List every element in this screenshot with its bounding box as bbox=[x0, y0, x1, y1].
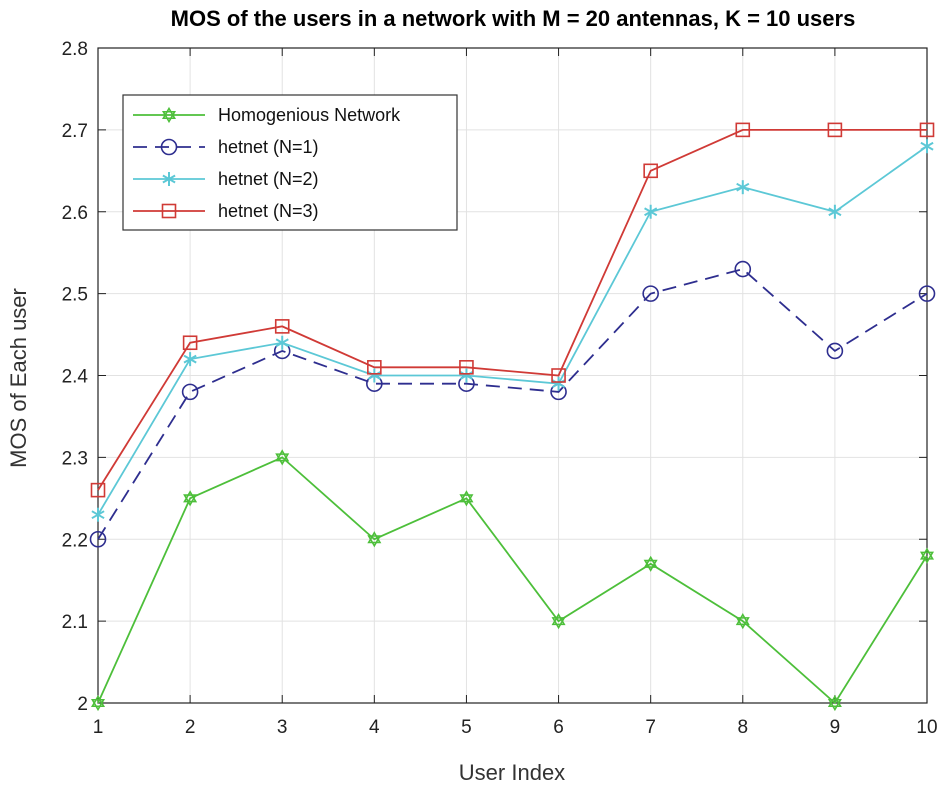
data-point bbox=[161, 106, 177, 124]
chart-title: MOS of the users in a network with M = 2… bbox=[171, 6, 856, 31]
y-tick-label: 2.4 bbox=[62, 367, 89, 388]
data-point bbox=[920, 139, 934, 154]
data-point bbox=[735, 613, 750, 630]
y-tick-label: 2.3 bbox=[62, 448, 88, 469]
series-2 bbox=[89, 260, 936, 548]
data-point bbox=[90, 694, 106, 712]
series-4 bbox=[90, 122, 935, 498]
data-point bbox=[90, 482, 106, 498]
data-point bbox=[161, 203, 177, 219]
y-tick-label: 2.1 bbox=[62, 612, 88, 633]
data-point bbox=[89, 530, 107, 548]
data-point bbox=[275, 335, 289, 350]
series-1 bbox=[90, 449, 935, 712]
legend-item: hetnet (N=3) bbox=[133, 201, 319, 221]
series-line bbox=[97, 128, 927, 491]
data-point bbox=[367, 360, 382, 375]
x-tick-label: 10 bbox=[916, 717, 937, 738]
y-tick-label: 2.5 bbox=[62, 285, 88, 306]
y-tick-label: 2.2 bbox=[62, 530, 88, 551]
x-tick-label: 3 bbox=[277, 717, 288, 738]
data-point bbox=[919, 122, 935, 138]
x-tick-label: 8 bbox=[737, 717, 748, 738]
data-point bbox=[642, 285, 659, 302]
legend-item: hetnet (N=1) bbox=[133, 137, 319, 157]
legend-item: hetnet (N=2) bbox=[133, 169, 319, 189]
series-line bbox=[97, 456, 928, 705]
series-line bbox=[97, 145, 928, 516]
legend: Homogenious Network hetnet (N=1) hetnet (N… bbox=[122, 94, 458, 231]
data-point bbox=[181, 383, 199, 401]
data-point bbox=[162, 172, 176, 186]
data-point bbox=[551, 368, 566, 383]
data-point bbox=[918, 285, 936, 302]
series bbox=[89, 122, 936, 712]
data-point bbox=[459, 360, 474, 375]
data-point bbox=[643, 555, 658, 572]
x-tick-label: 2 bbox=[185, 717, 196, 738]
data-point bbox=[827, 122, 843, 138]
y-tick-label: 2 bbox=[77, 694, 88, 715]
x-tick-label: 9 bbox=[830, 717, 841, 738]
y-tick-label: 2.6 bbox=[62, 203, 88, 224]
series-line bbox=[97, 268, 928, 540]
y-axis-label: MOS of Each user bbox=[6, 288, 31, 468]
legend-label: hetnet (N=3) bbox=[218, 201, 319, 221]
data-point bbox=[182, 335, 198, 351]
legend-box bbox=[122, 94, 458, 231]
data-point bbox=[160, 138, 178, 156]
data-point bbox=[274, 319, 290, 334]
legend-label: hetnet (N=2) bbox=[218, 169, 319, 189]
data-point bbox=[183, 490, 198, 507]
legend-label: hetnet (N=1) bbox=[218, 137, 319, 157]
data-point bbox=[919, 547, 935, 564]
data-point bbox=[828, 204, 842, 219]
x-tick-label: 6 bbox=[553, 717, 564, 738]
y-tick-label: 2.8 bbox=[62, 39, 88, 60]
data-point bbox=[735, 122, 751, 138]
data-point bbox=[827, 694, 842, 712]
legend-label: Homogenious Network bbox=[218, 105, 401, 125]
y-tick-label: 2.7 bbox=[62, 121, 88, 142]
x-tick-label: 5 bbox=[461, 717, 472, 738]
data-point bbox=[459, 490, 474, 507]
data-point bbox=[91, 507, 105, 522]
x-axis-label: User Index bbox=[459, 760, 565, 785]
x-tick-label: 7 bbox=[645, 717, 656, 738]
data-point bbox=[826, 342, 844, 360]
data-point bbox=[734, 260, 752, 278]
x-tick-label: 4 bbox=[369, 717, 380, 738]
x-tick-label: 1 bbox=[93, 717, 104, 738]
data-point bbox=[644, 204, 658, 219]
data-point bbox=[551, 613, 566, 630]
legend-item: Homogenious Network bbox=[133, 105, 401, 125]
data-point bbox=[643, 163, 658, 179]
data-point bbox=[367, 531, 382, 548]
data-point bbox=[736, 180, 750, 195]
data-point bbox=[275, 449, 290, 466]
data-point bbox=[183, 352, 197, 367]
